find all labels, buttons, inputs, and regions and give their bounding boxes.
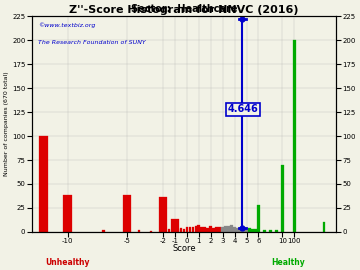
Bar [254,229,257,232]
Bar [293,40,296,232]
Bar [263,230,266,232]
Bar [212,228,215,232]
Bar [281,165,284,232]
Bar [192,227,194,232]
Bar [248,228,251,232]
Bar [123,195,131,232]
Bar [171,220,179,232]
X-axis label: Score: Score [172,244,196,253]
Bar [236,228,239,232]
Bar [221,227,224,232]
Bar [245,228,248,232]
Bar [201,227,203,232]
Bar [269,230,272,232]
Text: Unhealthy: Unhealthy [45,258,90,267]
Bar [257,205,260,232]
Text: The Research Foundation of SUNY: The Research Foundation of SUNY [38,40,145,45]
Bar [185,227,188,232]
Bar [198,225,200,232]
Bar [189,227,191,232]
Bar [206,228,209,232]
Bar [138,230,140,232]
Title: Z''-Score Histogram for NNVC (2016): Z''-Score Histogram for NNVC (2016) [69,5,299,15]
Bar [102,230,105,232]
Bar [210,226,212,232]
Bar [227,226,230,232]
Bar [150,231,152,232]
Text: Sector:  Healthcare: Sector: Healthcare [131,4,237,14]
Bar [323,222,325,232]
Bar [233,227,236,232]
Bar [183,229,185,232]
Text: ©www.textbiz.org: ©www.textbiz.org [38,23,95,28]
Bar [63,195,72,232]
Bar [251,229,254,232]
Text: Healthy: Healthy [271,258,305,267]
Bar [40,136,48,232]
Bar [230,225,233,232]
Y-axis label: Number of companies (670 total): Number of companies (670 total) [4,72,9,176]
Text: 4.646: 4.646 [228,104,258,114]
Bar [239,229,242,232]
Bar [203,227,206,232]
Bar [219,227,221,232]
Bar [215,227,218,232]
Bar [242,228,245,232]
Bar [168,229,170,232]
Bar [275,230,278,232]
Bar [177,229,179,232]
Bar [159,197,167,232]
Bar [224,226,227,232]
Bar [194,226,197,232]
Bar [180,228,182,232]
